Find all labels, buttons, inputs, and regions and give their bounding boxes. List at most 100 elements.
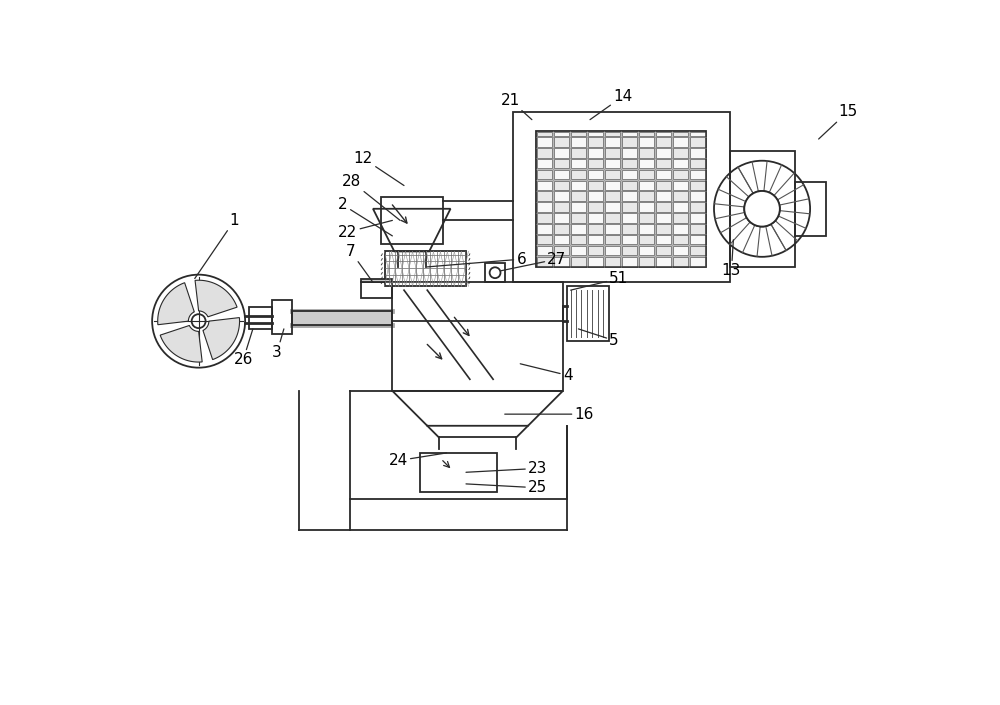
Bar [537, 170, 552, 179]
Bar [588, 170, 603, 179]
Bar [656, 202, 671, 212]
Bar [673, 202, 688, 212]
Bar [567, 286, 609, 341]
Bar [690, 213, 705, 223]
Bar [605, 246, 620, 255]
Bar [622, 257, 637, 266]
Text: 15: 15 [819, 104, 857, 139]
Text: 3: 3 [272, 329, 284, 360]
Bar [554, 170, 569, 179]
Bar [537, 159, 552, 168]
Bar [485, 263, 505, 283]
Text: 4: 4 [520, 364, 572, 383]
Bar [571, 137, 586, 147]
Bar [588, 159, 603, 168]
Text: 24: 24 [388, 453, 447, 468]
Bar [639, 213, 654, 223]
Bar [622, 180, 637, 190]
Bar [272, 300, 292, 334]
Bar [571, 159, 586, 168]
Bar [673, 257, 688, 266]
Bar [605, 192, 620, 201]
Text: 13: 13 [722, 240, 741, 278]
Bar [605, 224, 620, 233]
Bar [361, 283, 392, 298]
Bar [420, 453, 497, 491]
Bar [639, 235, 654, 245]
Bar [690, 170, 705, 179]
Bar [292, 311, 392, 325]
Bar [690, 235, 705, 245]
Polygon shape [195, 280, 237, 317]
Bar [571, 213, 586, 223]
Bar [622, 159, 637, 168]
Bar [385, 252, 466, 286]
Bar [537, 235, 552, 245]
Bar [622, 213, 637, 223]
Bar [690, 180, 705, 190]
Bar [622, 202, 637, 212]
Bar [554, 132, 569, 136]
Bar [656, 224, 671, 233]
Text: 21: 21 [501, 93, 532, 120]
Bar [554, 213, 569, 223]
Bar [571, 180, 586, 190]
Bar [571, 202, 586, 212]
Bar [605, 137, 620, 147]
Bar [571, 170, 586, 179]
Bar [673, 148, 688, 158]
Bar [605, 202, 620, 212]
Bar [730, 151, 795, 267]
Bar [639, 192, 654, 201]
Bar [537, 180, 552, 190]
Bar [554, 235, 569, 245]
Bar [554, 257, 569, 266]
Bar [537, 224, 552, 233]
Polygon shape [158, 283, 194, 325]
Bar [554, 192, 569, 201]
Bar [673, 235, 688, 245]
Bar [571, 246, 586, 255]
Bar [537, 213, 552, 223]
Bar [392, 283, 563, 391]
Bar [537, 202, 552, 212]
Text: 51: 51 [571, 271, 629, 290]
Bar [690, 246, 705, 255]
Circle shape [744, 191, 780, 226]
Bar [588, 132, 603, 136]
Bar [639, 132, 654, 136]
Bar [554, 224, 569, 233]
Bar [605, 180, 620, 190]
Bar [622, 235, 637, 245]
Bar [673, 246, 688, 255]
Bar [554, 148, 569, 158]
Bar [605, 213, 620, 223]
Bar [673, 180, 688, 190]
Bar [656, 170, 671, 179]
Bar [571, 235, 586, 245]
Bar [639, 202, 654, 212]
Bar [690, 192, 705, 201]
Bar [588, 257, 603, 266]
Bar [656, 148, 671, 158]
Bar [605, 159, 620, 168]
Bar [673, 132, 688, 136]
Bar [571, 224, 586, 233]
Bar [639, 180, 654, 190]
Text: 1: 1 [195, 213, 239, 278]
Bar [690, 132, 705, 136]
Bar [249, 307, 272, 329]
Bar [554, 180, 569, 190]
Text: 14: 14 [590, 89, 633, 120]
Bar [381, 197, 443, 244]
Bar [673, 159, 688, 168]
Text: 6: 6 [427, 252, 526, 267]
Bar [588, 148, 603, 158]
Bar [605, 170, 620, 179]
Bar [795, 182, 826, 236]
Bar [571, 148, 586, 158]
Bar [571, 257, 586, 266]
Polygon shape [203, 317, 240, 360]
Bar [673, 137, 688, 147]
Bar [588, 213, 603, 223]
